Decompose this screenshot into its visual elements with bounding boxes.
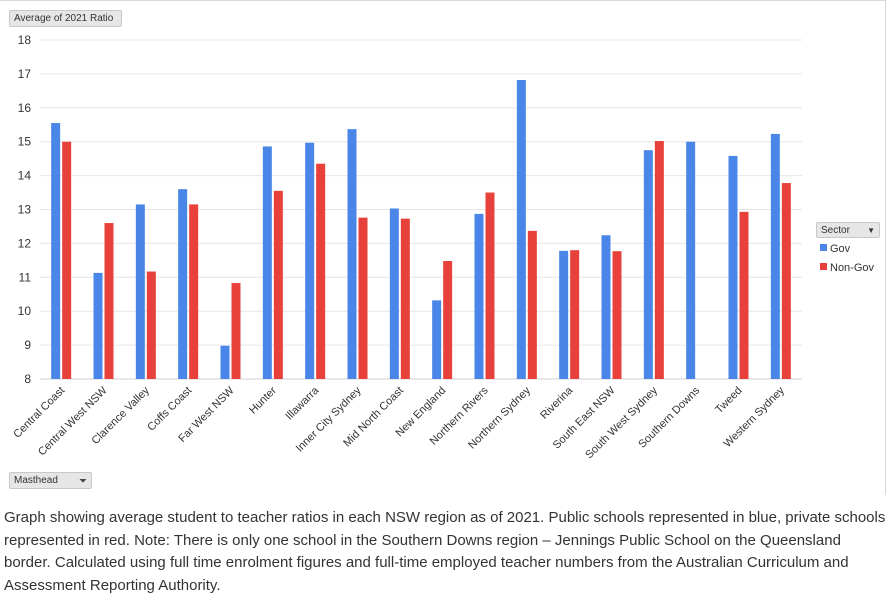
bar-non-gov — [189, 204, 199, 379]
legend-field-label: Sector — [821, 225, 850, 236]
bar-non-gov — [485, 192, 495, 379]
bar-gov — [51, 123, 61, 380]
bar-gov — [305, 142, 315, 379]
x-tick-label: Illawarra — [283, 384, 322, 423]
value-field-button[interactable]: Average of 2021 Ratio — [9, 10, 122, 27]
bar-non-gov — [570, 250, 580, 379]
chart-frame — [0, 0, 886, 495]
legend-item-non-gov: Non-Gov — [820, 262, 874, 275]
y-tick-label: 10 — [18, 304, 32, 318]
bar-non-gov — [400, 218, 410, 379]
bar-non-gov — [316, 163, 326, 379]
legend-swatch-gov — [820, 244, 827, 251]
bar-gov — [389, 208, 399, 379]
bar-gov — [601, 235, 611, 379]
y-tick-label: 8 — [24, 372, 31, 386]
y-tick-label: 12 — [18, 236, 32, 250]
legend-field-button[interactable]: Sector ▼ — [816, 222, 880, 238]
bar-non-gov — [527, 230, 537, 379]
y-tick-label: 9 — [24, 338, 31, 352]
bar-non-gov — [781, 183, 791, 379]
bar-gov — [262, 146, 272, 379]
legend-item-gov: Gov — [820, 243, 850, 256]
bar-non-gov — [358, 217, 368, 379]
bar-non-gov — [231, 283, 241, 379]
y-tick-label: 16 — [18, 101, 32, 115]
bar-gov — [432, 300, 442, 379]
bar-gov — [93, 272, 103, 379]
x-tick-label: Hunter — [247, 384, 279, 416]
legend-label-non-gov: Non-Gov — [830, 262, 875, 274]
figure-caption: Graph showing average student to teacher… — [4, 509, 886, 594]
value-field-label: Average of 2021 Ratio — [14, 13, 114, 24]
y-tick-label: 13 — [18, 203, 32, 217]
bar-non-gov — [62, 141, 72, 379]
bar-gov — [559, 250, 569, 379]
x-tick-label: Riverina — [538, 384, 576, 422]
bar-non-gov — [612, 251, 622, 379]
bar-non-gov — [146, 271, 156, 379]
bar-gov — [220, 345, 230, 379]
bar-gov — [770, 133, 780, 379]
y-tick-label: 14 — [18, 169, 32, 183]
y-tick-label: 11 — [19, 270, 32, 284]
bar-gov — [643, 150, 653, 379]
legend-label-gov: Gov — [830, 243, 851, 255]
y-tick-label: 15 — [18, 135, 32, 149]
bar-non-gov — [443, 261, 453, 379]
bar-non-gov — [104, 223, 114, 379]
bar-non-gov — [739, 211, 749, 379]
bar-gov — [516, 80, 526, 379]
bar-gov — [474, 213, 484, 379]
filter-field-button[interactable]: Masthead ⏷ — [9, 472, 92, 489]
bar-gov — [728, 155, 738, 379]
bar-gov — [347, 129, 357, 379]
filter-field-label: Masthead — [14, 475, 58, 486]
dropdown-arrow-icon: ▼ — [867, 226, 875, 235]
y-tick-label: 18 — [18, 33, 32, 47]
bar-non-gov — [654, 141, 664, 379]
bar-gov — [686, 141, 696, 379]
bar-gov — [178, 189, 188, 379]
y-tick-label: 17 — [18, 67, 32, 81]
bar-non-gov — [273, 190, 283, 379]
legend-swatch-non-gov — [820, 263, 827, 270]
x-tick-label: South West Sydney — [583, 384, 660, 461]
bar-gov — [135, 204, 145, 379]
filter-icon: ⏷ — [79, 476, 87, 487]
x-tick-label: Tweed — [713, 385, 744, 416]
